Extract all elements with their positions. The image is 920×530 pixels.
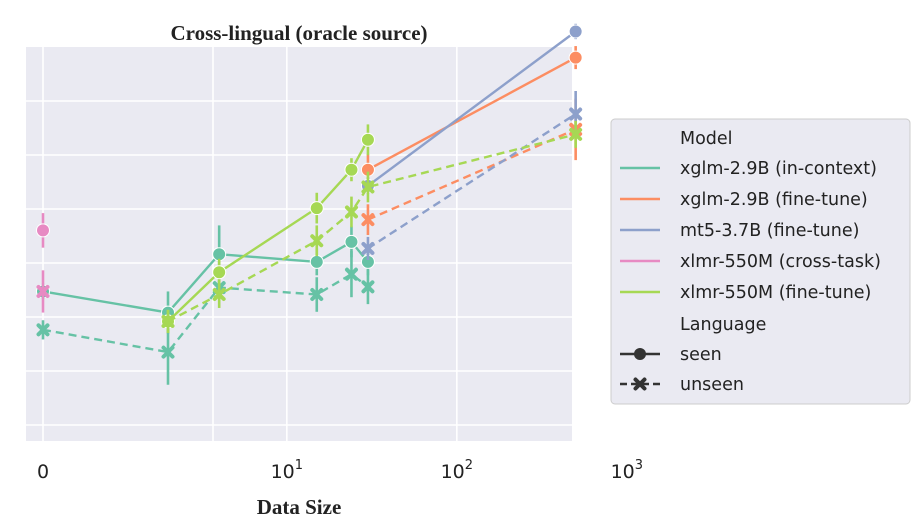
- series-line-seen: [367, 56, 577, 171]
- legend-item-model: xglm-2.9B (fine-tune): [620, 190, 868, 210]
- legend: Model xglm-2.9B (in-context) xglm-2.9B (f…: [610, 118, 911, 405]
- data-point-unseen: [569, 107, 583, 121]
- data-point-seen: [344, 162, 359, 177]
- data-point-unseen: [161, 345, 175, 359]
- data-point-unseen: [36, 323, 50, 337]
- legend-item-unseen: unseen: [620, 375, 744, 395]
- x-tick-label: 102: [441, 458, 473, 483]
- series-4: [161, 120, 583, 333]
- chart-title: Cross-lingual (oracle source): [170, 21, 427, 45]
- legend-item-model: mt5-3.7B (fine-tune): [620, 221, 859, 241]
- x-axis-label: Data Size: [257, 495, 342, 519]
- series-line-unseen: [167, 133, 576, 323]
- series-line-seen: [367, 30, 577, 187]
- legend-label: xglm-2.9B (fine-tune): [680, 190, 868, 210]
- data-point-unseen: [310, 288, 324, 302]
- data-point-unseen: [36, 284, 50, 298]
- legend-language-header: Language: [680, 315, 766, 335]
- x-tick-label: 101: [271, 458, 303, 483]
- legend-item-model: xlmr-550M (fine-tune): [620, 283, 871, 303]
- series-layer: [36, 23, 583, 385]
- legend-label: mt5-3.7B (fine-tune): [680, 221, 859, 241]
- legend-models: xglm-2.9B (in-context) xglm-2.9B (fine-tu…: [620, 159, 881, 303]
- data-point-seen: [568, 50, 583, 65]
- data-point-seen: [309, 201, 324, 216]
- data-point-unseen: [212, 288, 226, 302]
- data-point-seen: [309, 254, 324, 269]
- series-line-unseen: [42, 272, 369, 354]
- data-point-seen: [568, 24, 583, 39]
- data-point-unseen: [361, 180, 375, 194]
- legend-item-model: xglm-2.9B (in-context): [620, 159, 877, 179]
- x-axis-ticks: 0 101 102 103: [37, 458, 643, 483]
- legend-seen-marker: [634, 348, 646, 360]
- legend-label: xglm-2.9B (in-context): [680, 159, 877, 179]
- legend-seen-label: seen: [680, 345, 722, 365]
- legend-item-model: xlmr-550M (cross-task): [620, 252, 881, 272]
- series-line-unseen: [367, 128, 577, 221]
- data-point-seen: [36, 223, 50, 238]
- data-point-unseen: [161, 314, 175, 328]
- x-tick-label: 103: [611, 458, 643, 483]
- series-line-unseen: [367, 112, 577, 250]
- x-tick-label: 0: [37, 461, 49, 483]
- data-point-seen: [360, 132, 375, 147]
- legend-unseen-marker: [633, 377, 647, 391]
- legend-model-header: Model: [680, 129, 733, 149]
- data-point-unseen: [361, 213, 375, 227]
- legend-unseen-cross: [633, 377, 647, 391]
- data-point-unseen: [310, 234, 324, 248]
- legend-box: [610, 118, 911, 405]
- legend-label: xlmr-550M (cross-task): [680, 252, 881, 272]
- data-point-unseen: [344, 205, 358, 219]
- legend-item-seen: seen: [620, 345, 722, 365]
- series-3: [36, 213, 50, 313]
- data-point-unseen: [361, 280, 375, 294]
- legend-unseen-label: unseen: [680, 375, 744, 395]
- data-point-unseen: [569, 127, 583, 141]
- legend-label: xlmr-550M (fine-tune): [680, 283, 871, 303]
- data-point-seen: [344, 234, 359, 249]
- data-point-unseen: [344, 267, 358, 281]
- data-point-seen: [212, 247, 227, 262]
- data-point-unseen: [361, 241, 375, 255]
- data-point-seen: [212, 265, 227, 280]
- plot-area: [26, 47, 572, 441]
